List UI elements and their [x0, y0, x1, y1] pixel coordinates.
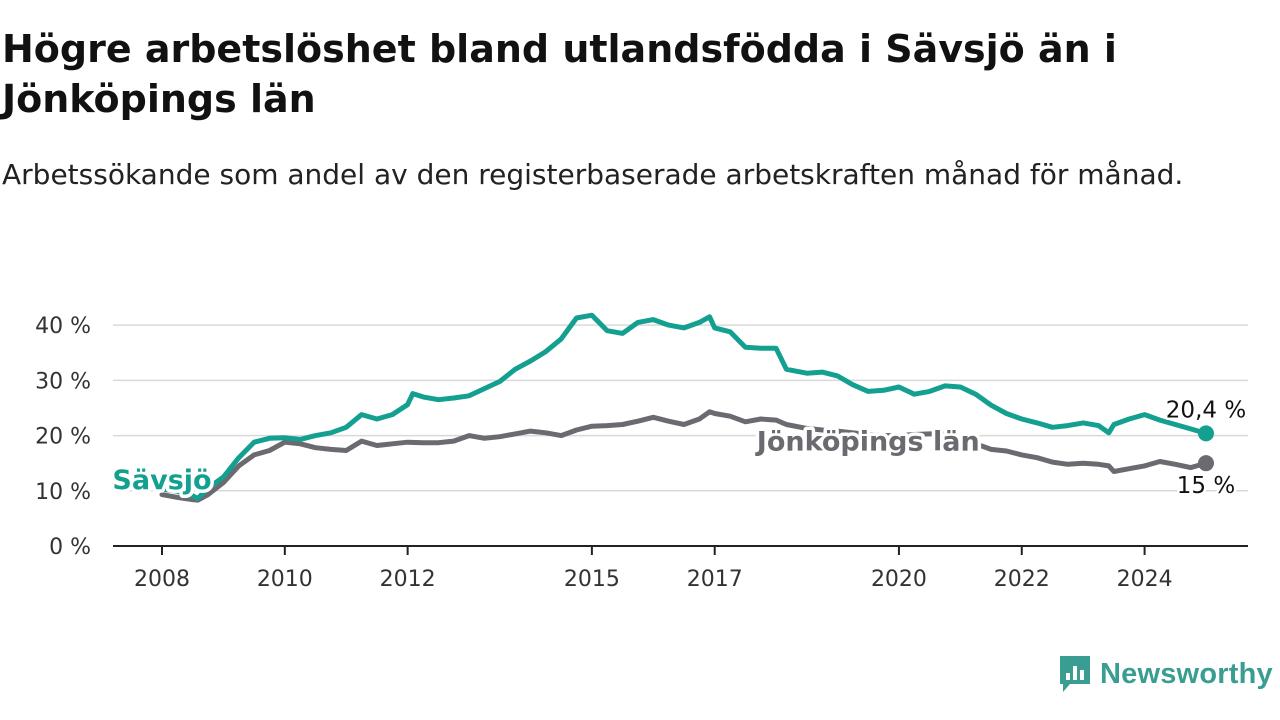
x-tick-label: 2020	[871, 567, 927, 592]
end-value-label-savsjo: 20,4 %	[1166, 397, 1246, 423]
x-tick-label: 2022	[994, 567, 1050, 592]
x-tick-label: 2017	[687, 567, 743, 592]
chart-title: Högre arbetslöshet bland utlandsfödda i …	[2, 27, 1117, 121]
newsworthy-logo-icon	[1060, 656, 1090, 692]
x-tick-label: 2010	[257, 567, 313, 592]
y-tick-label: 30 %	[35, 369, 91, 394]
y-tick-label: 20 %	[35, 425, 91, 450]
brand-logo: Newsworthy	[1058, 652, 1273, 696]
series-label-lan: Jönköpings län	[755, 426, 980, 457]
y-tick-label: 0 %	[49, 535, 91, 560]
series-line-savsjo	[159, 312, 1209, 501]
end-point-savsjo	[1198, 425, 1214, 442]
brand-name: Newsworthy	[1100, 657, 1273, 690]
series-lines	[159, 312, 1214, 503]
x-tick-label: 2024	[1117, 567, 1173, 592]
x-tick-label: 2012	[380, 567, 436, 592]
end-value-label-lan: 15 %	[1177, 473, 1235, 499]
chart-subtitle: Arbetssökande som andel av den registerb…	[2, 158, 1184, 191]
series-label-savsjo: Sävsjö	[112, 465, 211, 496]
series-labels: Sävsjö 20,4 % Jönköpings län 15 %	[109, 395, 1249, 502]
y-tick-label: 40 %	[35, 314, 91, 339]
axes: 0 % 10 % 20 % 30 % 40 % 2008 2010 2012 2015 2017 2…	[35, 314, 1248, 592]
x-tick-label: 2008	[134, 567, 190, 592]
series-line-lan	[159, 409, 1209, 503]
end-point-lan	[1198, 455, 1214, 472]
y-tick-label: 10 %	[35, 480, 91, 505]
x-tick-label: 2015	[564, 567, 620, 592]
